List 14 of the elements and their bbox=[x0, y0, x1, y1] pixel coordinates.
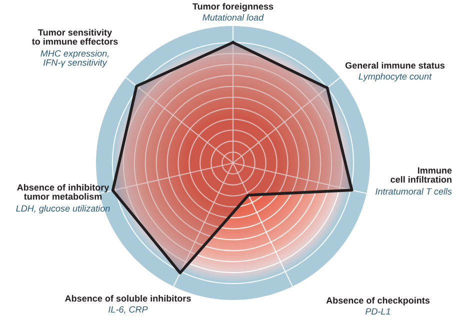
spoke-label: Absence of checkpoints bbox=[326, 297, 430, 306]
text: LDH, glucose utilization bbox=[16, 205, 110, 214]
text: Intratumoral T cells bbox=[376, 188, 452, 195]
spoke-label: General immune status bbox=[345, 62, 445, 69]
text: MHC expression, IFN-γ sensitivity bbox=[40, 50, 109, 68]
text: PD-L1 bbox=[365, 308, 390, 315]
text: Mutational load bbox=[202, 14, 264, 21]
spoke-label: Absence of inhibitory tumor metabolism bbox=[17, 184, 110, 200]
text: IL-6, CRP bbox=[108, 306, 148, 314]
spoke-label: Tumor sensitivity to immune effectors bbox=[32, 29, 118, 45]
text: Lymphocyte count bbox=[358, 73, 432, 82]
spoke-label: Absence of soluble inhibitors bbox=[65, 295, 191, 302]
spoke-label: Immune cell infiltration bbox=[390, 167, 452, 183]
spoke-label: Tumor foreignness bbox=[192, 3, 274, 12]
